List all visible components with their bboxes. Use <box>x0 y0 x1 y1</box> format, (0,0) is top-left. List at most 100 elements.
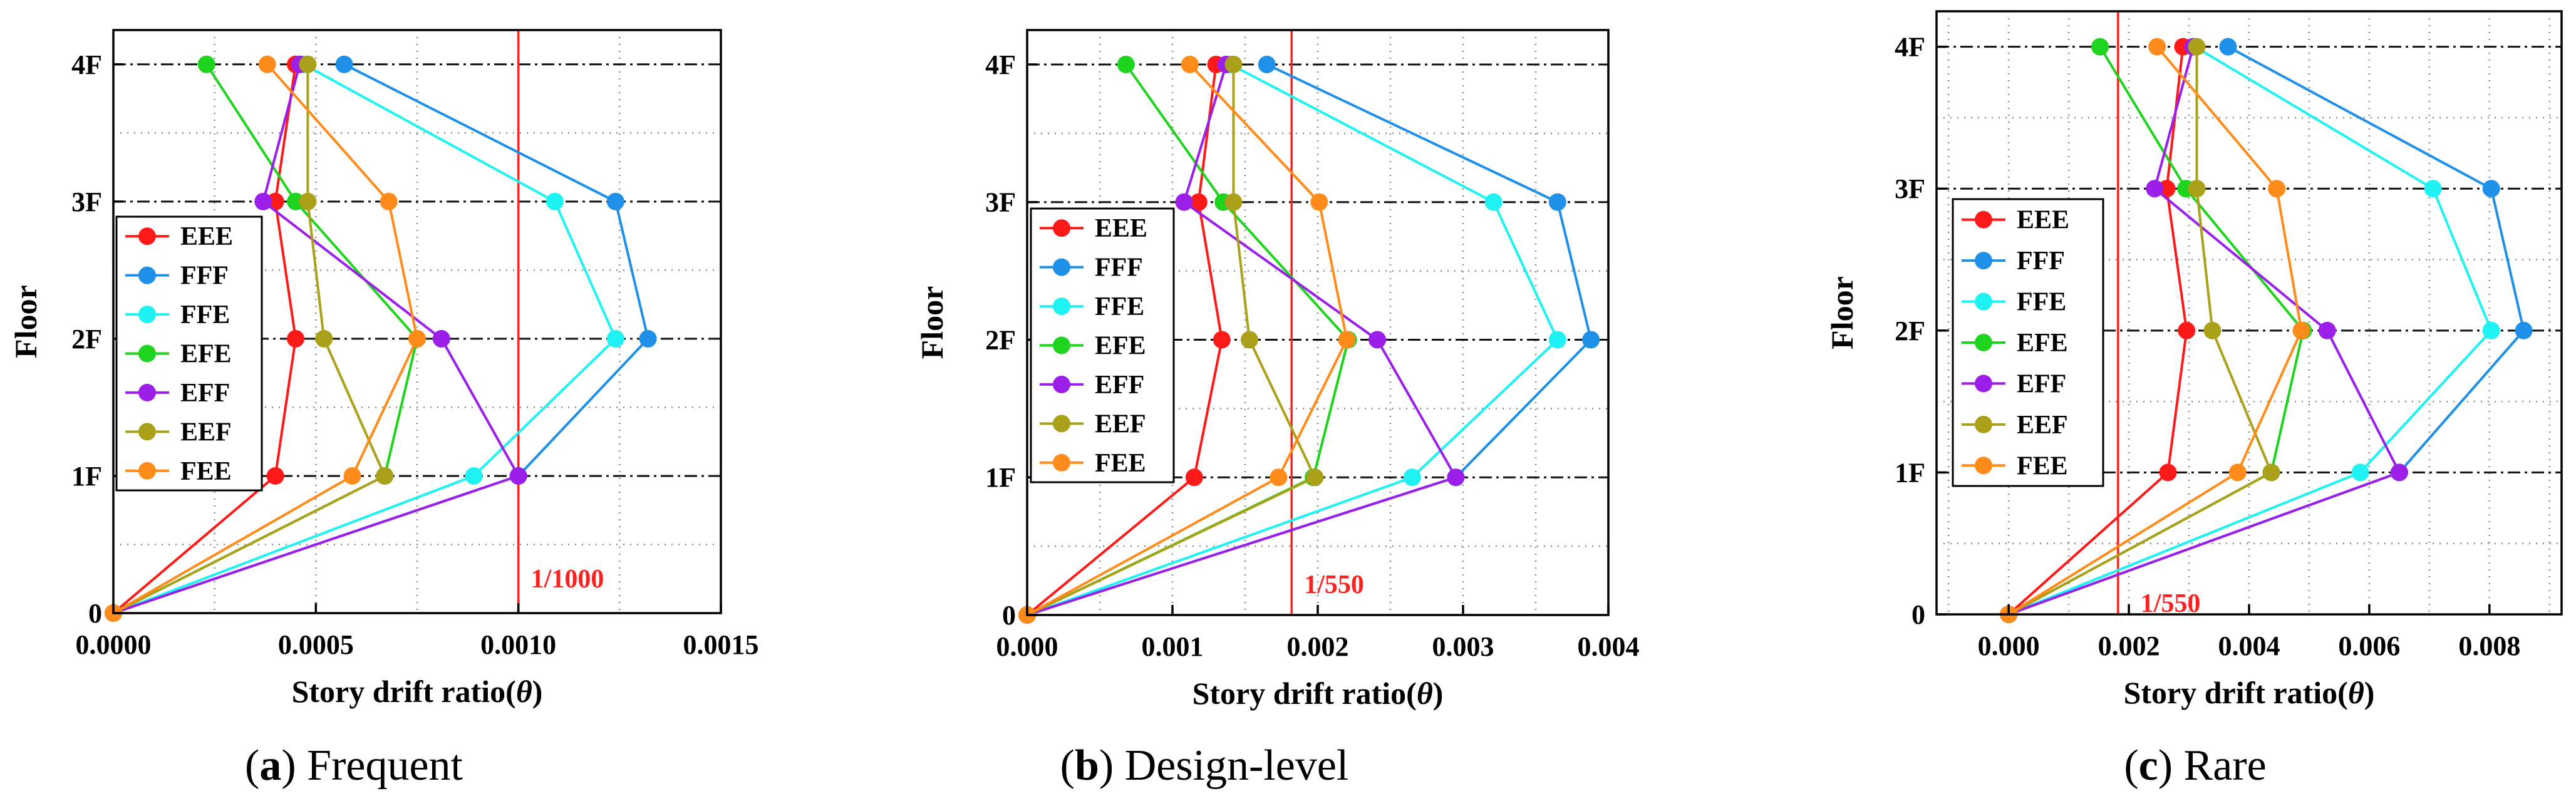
legend-item-EFF: EFF <box>1040 371 1144 400</box>
data-point-EFF-3 <box>2146 180 2164 198</box>
y-tick-label: 4F <box>71 49 102 80</box>
legend-label-FEE: FEE <box>1095 449 1146 478</box>
caption-letter: b <box>1075 741 1099 790</box>
data-point-EEE-1 <box>1185 468 1203 487</box>
legend-label-FFF: FFF <box>1095 254 1143 282</box>
data-point-FEE-1 <box>343 467 361 485</box>
y-tick-label: 0 <box>88 598 102 629</box>
legend-marker-EFE <box>1975 334 1992 351</box>
legend-marker-FFF <box>138 266 156 284</box>
legend-marker-FFE <box>1053 297 1070 316</box>
legend-label-EEF: EEF <box>180 418 232 447</box>
legend-item-EFF: EFF <box>125 379 230 408</box>
data-point-EEE-3 <box>2158 180 2176 198</box>
legend-label-FFE: FFE <box>180 301 230 329</box>
legend-item-FEE: FEE <box>125 457 232 486</box>
x-tick-label: 0.004 <box>1578 631 1640 662</box>
data-point-FFE-2 <box>2482 321 2500 339</box>
legend-label-EFE: EFE <box>180 340 232 369</box>
data-point-EFF-2 <box>432 329 450 348</box>
data-point-EFE-4 <box>2091 38 2109 56</box>
chart-panel-b: 1/550 0.000 0.001 0.002 0.003 0.004 0 1F 2F 3F 4F S… <box>914 29 1640 790</box>
data-point-EEE-1 <box>266 467 284 485</box>
legend-item-FFF: FFF <box>1962 247 2065 276</box>
legend-item-FFE: FFE <box>125 301 230 329</box>
data-point-FFF-4 <box>1258 55 1276 73</box>
x-tick-label: 0.004 <box>2218 631 2280 661</box>
legend: EEE FFF FFE EFE EFF EEF FEE <box>1030 207 1175 483</box>
legend-marker-EEF <box>1975 415 1992 433</box>
legend-label-FFF: FFF <box>2017 247 2065 276</box>
y-axis-title: Floor <box>914 286 949 359</box>
series-EEF <box>2000 38 2280 623</box>
data-point-EFF-1 <box>1447 468 1465 487</box>
x-axis-title-main: Story drift ratio( <box>2124 675 2348 710</box>
caption-text: Rare <box>2173 741 2267 790</box>
data-point-EFF-3 <box>1175 193 1193 211</box>
data-point-FFF-4 <box>335 55 353 73</box>
legend-label-FFF: FFF <box>180 262 229 291</box>
legend-item-FEE: FEE <box>1962 452 2068 480</box>
data-point-FEE-3 <box>380 192 398 210</box>
data-point-FFE-3 <box>546 192 564 210</box>
x-tick-label: 0.002 <box>2098 631 2160 661</box>
y-tick-label: 2F <box>985 324 1016 355</box>
data-point-EFE-4 <box>1117 55 1135 73</box>
x-tick-label: 0.000 <box>1978 631 2040 661</box>
caption-paren-open: ( <box>2124 741 2138 790</box>
legend-item-EFE: EFE <box>125 340 232 369</box>
legend-label-EEE: EEE <box>180 222 233 251</box>
y-axis-title: Floor <box>8 285 43 358</box>
legend-label-EFF: EFF <box>1095 371 1144 400</box>
data-point-FFF-2 <box>639 329 657 348</box>
data-point-EEF-4 <box>2188 38 2206 56</box>
data-point-EEF-4 <box>299 55 317 73</box>
x-tick-label: 0.0015 <box>683 629 759 660</box>
y-tick-label: 2F <box>1895 316 1925 346</box>
data-point-EFF-2 <box>2318 321 2336 339</box>
legend-item-FEE: FEE <box>1040 449 1146 478</box>
series-FEE <box>2000 38 2310 623</box>
data-point-FFE-1 <box>2351 463 2369 482</box>
x-axis-title: Story drift ratio(θ) <box>1192 676 1444 711</box>
data-point-EEF-2 <box>2203 321 2222 339</box>
data-point-FFF-3 <box>1548 193 1566 211</box>
x-axis-title: Story drift ratio(θ) <box>292 674 543 709</box>
y-tick-label: 3F <box>1895 173 1925 204</box>
x-axis-title-main: Story drift ratio( <box>292 674 516 709</box>
legend-marker-EFF <box>138 383 156 401</box>
data-point-FFF-3 <box>606 192 624 210</box>
data-point-FEE-3 <box>1310 193 1328 211</box>
caption-paren-open: ( <box>1060 741 1075 790</box>
legend-marker-EFE <box>1053 336 1070 354</box>
y-tick-label: 3F <box>985 187 1016 218</box>
legend-marker-FFE <box>138 306 156 324</box>
y-axis-title: Floor <box>1824 276 1860 349</box>
legend-marker-EEE <box>1975 210 1992 229</box>
x-tick-label: 0.0005 <box>278 629 354 660</box>
legend-marker-FFF <box>1975 252 1992 270</box>
caption-paren-open: ( <box>245 741 259 790</box>
data-point-FEE-2 <box>408 329 426 348</box>
series-FEE <box>105 55 426 622</box>
legend: EEE FFF FFE EFE EFF EEF FEE <box>1952 198 2104 487</box>
data-point-EEF-3 <box>2188 180 2206 198</box>
plot-frame <box>112 29 722 614</box>
legend-item-FFE: FFE <box>1040 292 1144 321</box>
legend-marker-EEE <box>1053 219 1070 237</box>
data-point-FFE-1 <box>465 467 483 485</box>
legend-item-EEF: EEF <box>1040 410 1146 438</box>
caption-letter: c <box>2139 741 2158 790</box>
legend-label-EEF: EEF <box>1095 410 1146 438</box>
panel-caption: (c) Rare <box>2124 741 2266 790</box>
legend-item-EEE: EEE <box>125 222 233 251</box>
data-point-FEE-4 <box>1181 55 1199 73</box>
legend-item-EFE: EFE <box>1040 332 1146 361</box>
legend-label-FEE: FEE <box>2017 452 2068 480</box>
series-EEE <box>1018 55 1231 624</box>
y-tick-label: 3F <box>71 187 102 217</box>
data-point-EEF-3 <box>1224 193 1243 211</box>
legend-marker-EFF <box>1975 375 1992 393</box>
panel-caption: (a) Frequent <box>245 741 463 790</box>
